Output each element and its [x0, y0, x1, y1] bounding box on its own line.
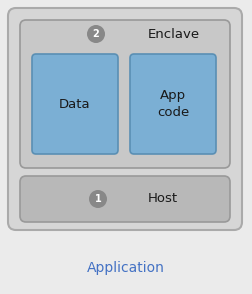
Text: 1: 1 — [94, 194, 101, 204]
FancyBboxPatch shape — [20, 20, 230, 168]
FancyBboxPatch shape — [130, 54, 216, 154]
FancyBboxPatch shape — [32, 54, 118, 154]
Text: App
code: App code — [157, 89, 189, 118]
FancyBboxPatch shape — [8, 8, 242, 230]
Circle shape — [87, 25, 105, 43]
Text: Enclave: Enclave — [148, 28, 200, 41]
Text: Data: Data — [59, 98, 91, 111]
FancyBboxPatch shape — [20, 176, 230, 222]
Text: Application: Application — [87, 261, 165, 275]
Text: Host: Host — [148, 193, 178, 206]
Text: 2: 2 — [93, 29, 99, 39]
Circle shape — [89, 190, 107, 208]
